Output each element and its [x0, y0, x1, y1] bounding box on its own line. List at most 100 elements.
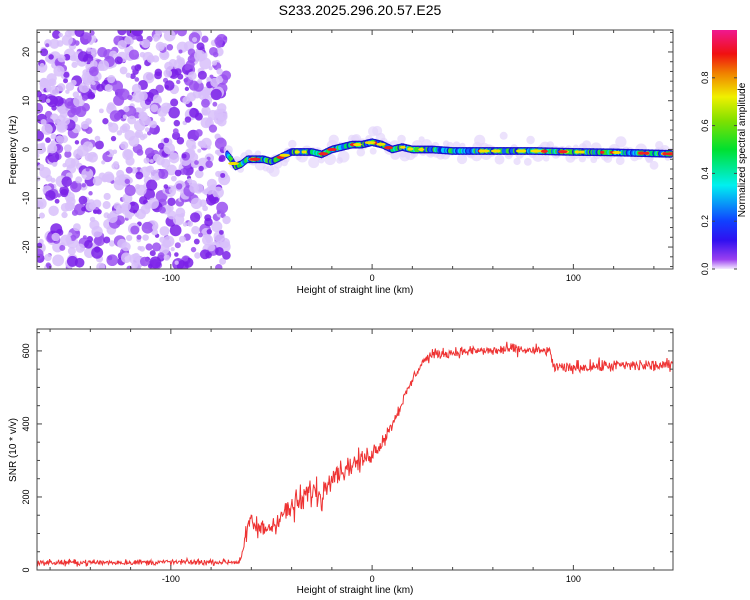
noise-blob [197, 70, 207, 80]
noise-blob [187, 178, 193, 184]
noise-blob [211, 60, 218, 66]
noise-blob [149, 250, 156, 257]
noise-blob [112, 149, 118, 155]
noise-blob [204, 217, 213, 227]
ridge-peak [558, 150, 568, 154]
ridge-peak [353, 143, 362, 147]
noise-blob [48, 205, 59, 217]
noise-blob [61, 34, 73, 46]
noise-blob [37, 163, 45, 172]
noise-blob [187, 220, 193, 227]
noise-blob [163, 69, 173, 78]
ridge-peak [662, 152, 668, 156]
noise-blob [73, 95, 85, 108]
noise-blob [98, 60, 110, 71]
noise-blob [91, 246, 104, 259]
colorbar-tick-label: 0.2 [700, 215, 710, 228]
noise-blob [175, 207, 186, 218]
noise-blob [110, 135, 117, 142]
ridge-peak [295, 150, 300, 154]
noise-blob [46, 73, 57, 84]
figure-title: S233.2025.296.20.57.E25 [279, 2, 442, 18]
ridge-halo [397, 134, 406, 144]
ridge-peak [495, 149, 501, 153]
noise-blob [82, 95, 88, 101]
noise-blob [47, 143, 58, 154]
noise-blob [142, 71, 155, 84]
noise-blob [160, 116, 166, 123]
noise-blob [95, 140, 104, 150]
ridge-peak [574, 150, 581, 154]
noise-blob [157, 142, 165, 150]
colorbar-tick-label: 0.4 [700, 167, 710, 180]
noise-blob [202, 234, 213, 246]
noise-blob [45, 98, 51, 103]
noise-blob [168, 152, 180, 164]
noise-blob [74, 30, 85, 38]
noise-blob [78, 82, 90, 93]
noise-blob [193, 81, 204, 92]
noise-blob [117, 40, 127, 50]
ridge-peak [249, 157, 261, 161]
noise-blob [193, 238, 200, 245]
noise-blob [132, 90, 145, 103]
noise-blob [127, 201, 140, 213]
noise-blob [40, 118, 47, 126]
noise-blob [221, 70, 232, 81]
noise-blob [96, 83, 105, 92]
noise-blob [174, 242, 181, 249]
noise-blob [96, 209, 102, 215]
noise-blob [53, 65, 65, 77]
noise-blob [66, 255, 78, 267]
noise-blob [168, 106, 180, 119]
noise-blob [134, 131, 141, 138]
noise-blob [135, 184, 147, 196]
noise-blob [134, 77, 140, 82]
noise-blob [37, 248, 44, 261]
noise-blob [123, 149, 133, 159]
noise-blob [124, 178, 130, 185]
ridge-halo [356, 147, 366, 157]
noise-blob [214, 149, 220, 155]
noise-blob [98, 108, 104, 114]
ridge-peak [643, 151, 650, 155]
noise-blob [206, 228, 213, 235]
noise-blob [61, 211, 68, 219]
ridge-peak [665, 152, 673, 156]
ridge-peak [540, 149, 548, 153]
noise-blob [198, 232, 203, 238]
noise-blob [108, 122, 119, 133]
colorbar [712, 30, 737, 269]
ridge-peak [612, 150, 622, 155]
noise-blob [163, 137, 170, 144]
noise-blob [201, 35, 209, 43]
noise-blob [194, 160, 199, 165]
noise-blob [72, 91, 80, 98]
noise-blob [131, 262, 138, 269]
noise-blob [148, 127, 155, 133]
noise-blob [127, 215, 133, 220]
bottom-x-tick-label: -100 [162, 574, 180, 584]
top-y-tick-label: 0 [21, 147, 31, 152]
ridge-peak [638, 151, 645, 155]
top-y-label: Frequency (Hz) [8, 116, 19, 185]
noise-blob [37, 153, 40, 158]
noise-blob [101, 160, 106, 165]
snr-frame [36, 328, 674, 571]
noise-blob [212, 101, 218, 107]
noise-blob [130, 225, 140, 235]
top-x-tick-label: 0 [370, 273, 375, 283]
noise-blob [103, 171, 115, 183]
noise-blob [92, 153, 97, 158]
noise-blob [45, 43, 50, 48]
noise-blob [103, 192, 111, 201]
noise-blob [48, 54, 54, 60]
noise-blob [138, 111, 148, 121]
bottom-x-label: Height of straight line (km) [297, 585, 414, 596]
noise-blob [52, 30, 61, 39]
noise-blob [55, 135, 64, 143]
colorbar-tick-label: 0.8 [700, 72, 710, 85]
noise-blob [60, 202, 70, 212]
noise-blob [131, 30, 143, 37]
